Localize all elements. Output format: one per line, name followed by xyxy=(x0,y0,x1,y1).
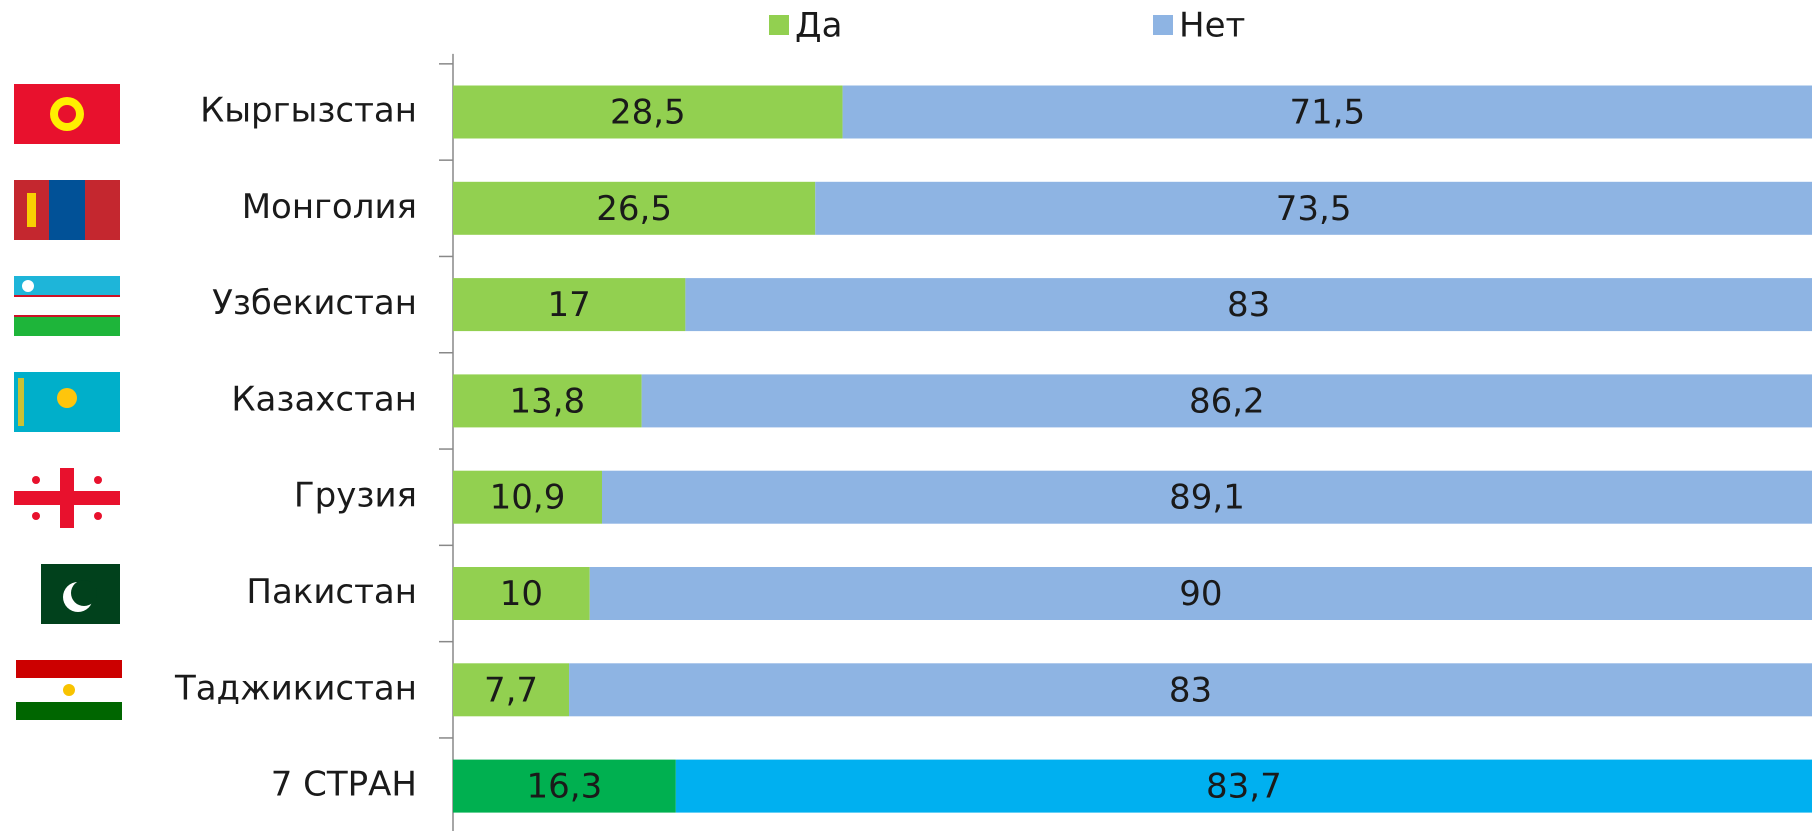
bar-segment xyxy=(569,663,1812,717)
data-label: 73,5 xyxy=(1276,189,1352,229)
y-tick-label: Монголия xyxy=(242,187,417,227)
flag-kyrgyzstan xyxy=(14,84,120,144)
data-label: 10,9 xyxy=(490,478,566,518)
data-label: 10 xyxy=(500,574,543,614)
data-label: 86,2 xyxy=(1189,381,1265,421)
data-label: 17 xyxy=(548,285,591,325)
flag-tajikistan xyxy=(16,660,122,720)
y-tick-label: Казахстан xyxy=(231,379,417,419)
y-tick-label: Узбекистан xyxy=(212,283,417,323)
bar-segment xyxy=(453,374,642,428)
bar-segment xyxy=(453,663,570,717)
bar-segment xyxy=(453,470,603,524)
data-label: 13,8 xyxy=(509,381,585,421)
y-tick-label: Грузия xyxy=(294,476,417,516)
data-label: 83 xyxy=(1169,670,1212,710)
flag-uzbekistan xyxy=(14,276,120,336)
bar-segment xyxy=(453,181,816,235)
legend-swatch xyxy=(769,15,789,35)
y-tick-label: Кыргызстан xyxy=(200,91,417,131)
data-label: 83,7 xyxy=(1206,767,1282,807)
bar-segment xyxy=(685,278,1812,332)
legend-label: Да xyxy=(795,6,842,46)
flag-kazakhstan xyxy=(14,372,120,432)
bar-segment xyxy=(453,85,843,139)
data-label: 16,3 xyxy=(527,767,603,807)
y-tick-label: Таджикистан xyxy=(174,668,417,708)
y-tick-label: 7 СТРАН xyxy=(271,765,417,805)
data-label: 28,5 xyxy=(610,93,686,133)
bar-segment xyxy=(675,759,1812,813)
bar-segment xyxy=(453,567,590,620)
y-tick-label: Пакистан xyxy=(246,572,417,612)
data-label: 26,5 xyxy=(596,189,672,229)
flag-pakistan xyxy=(14,564,120,624)
legend-label: Нет xyxy=(1179,6,1245,46)
flag-georgia xyxy=(14,468,120,528)
data-label: 7,7 xyxy=(484,670,538,710)
bar-segment xyxy=(453,278,686,332)
data-label: 83 xyxy=(1227,285,1270,325)
bar-segment xyxy=(641,374,1812,428)
flags xyxy=(14,84,122,720)
bar-segment xyxy=(589,567,1812,620)
data-label: 90 xyxy=(1179,574,1222,614)
bar-segment xyxy=(453,759,676,813)
bar-segment xyxy=(602,470,1812,524)
data-label: 71,5 xyxy=(1289,93,1365,133)
bar-segment xyxy=(842,85,1812,139)
flag-mongolia xyxy=(14,180,120,240)
bar-segment xyxy=(815,181,1812,235)
data-label: 89,1 xyxy=(1169,478,1245,518)
legend-swatch xyxy=(1153,15,1173,35)
